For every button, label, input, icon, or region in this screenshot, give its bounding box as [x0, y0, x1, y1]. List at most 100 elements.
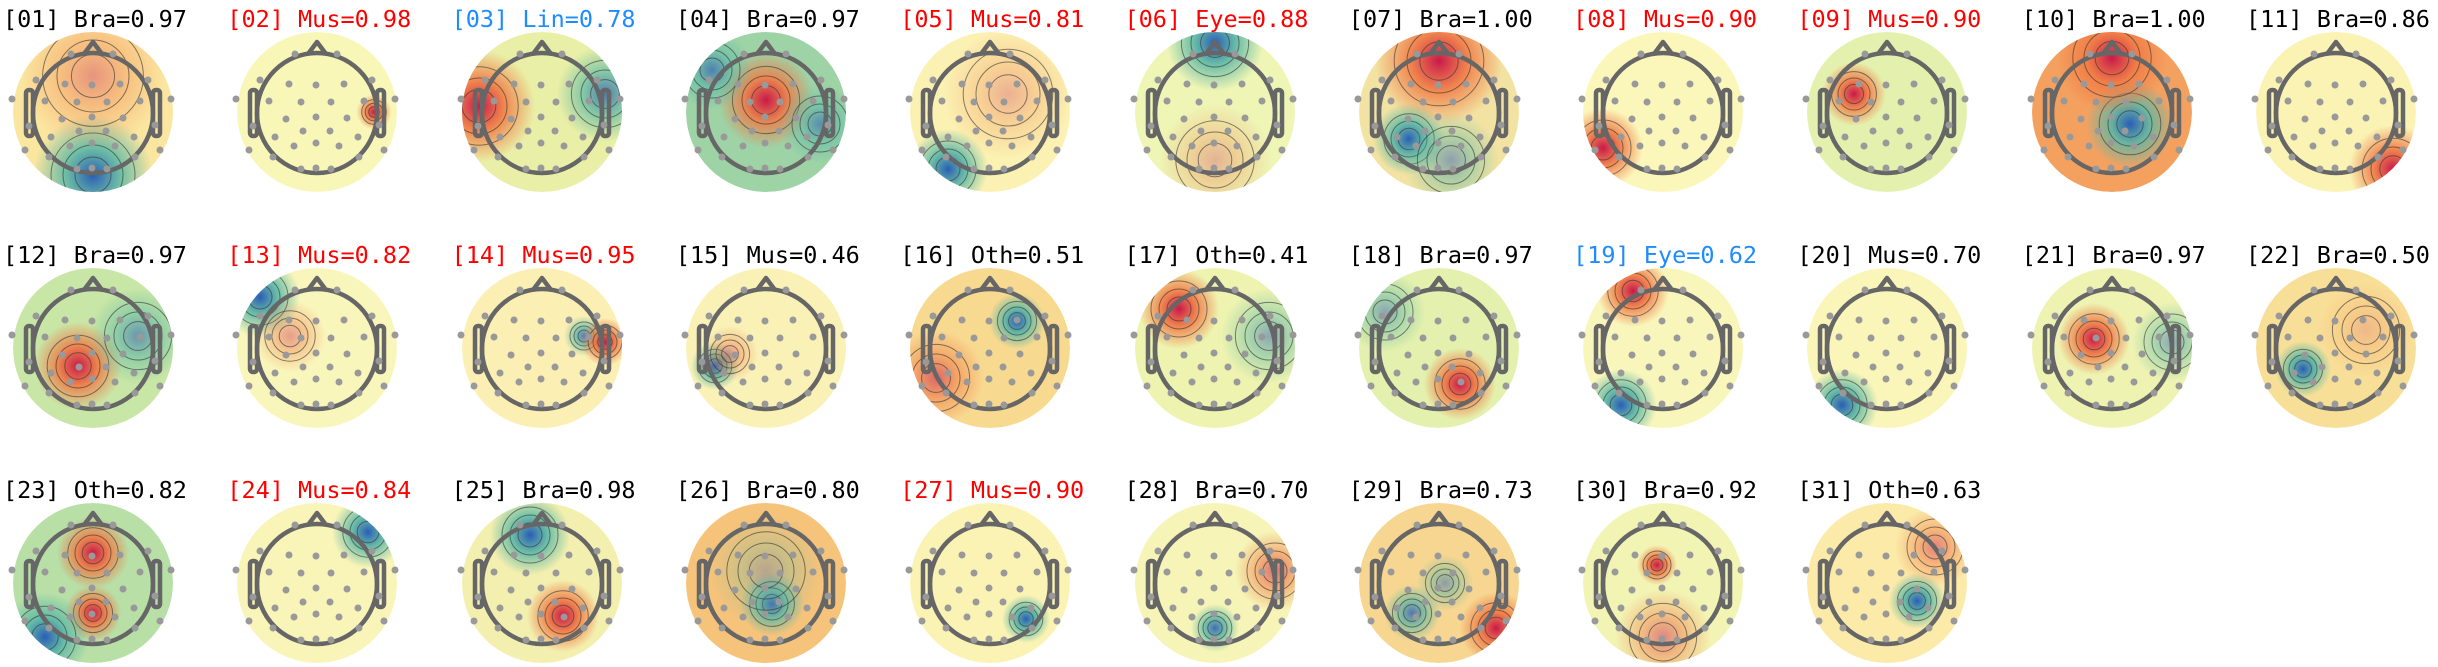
electrode-dot — [1434, 375, 1442, 382]
electrode-dot — [1938, 76, 1946, 84]
electrode-dot — [524, 363, 532, 370]
electrode-dot — [391, 566, 399, 574]
electrode-dot — [922, 358, 930, 365]
contour-line — [42, 32, 144, 127]
electrode-dot — [985, 400, 993, 407]
electrode-dot — [1404, 351, 1412, 358]
electrode-dot — [299, 127, 307, 135]
electrode-dot — [1448, 363, 1456, 370]
electrode-dot — [1371, 122, 1379, 130]
contour-line — [1646, 554, 1668, 576]
electrode-dot — [343, 114, 351, 122]
electrode-dot — [41, 97, 49, 105]
contour-line — [74, 156, 112, 192]
electrode-dot — [1617, 604, 1625, 612]
electrode-dot — [1169, 604, 1176, 612]
electrode-dot — [2331, 139, 2339, 147]
electrode-dot — [1289, 566, 1296, 574]
electrode-dot — [1961, 566, 1969, 574]
electrode-dot — [1013, 80, 1021, 88]
electrode-dot — [1197, 127, 1204, 135]
electrode-dot — [929, 547, 937, 555]
electrode-dot — [312, 139, 320, 147]
electrode-dot — [2107, 317, 2115, 324]
electrode-dot — [1855, 80, 1863, 88]
electrode-dot — [1167, 153, 1174, 161]
electrode-dot — [1477, 389, 1485, 396]
electrode-dot — [1882, 164, 1890, 172]
electrode-dot — [1815, 382, 1823, 389]
head-outline — [920, 275, 1060, 411]
electrode-dot — [1391, 389, 1399, 396]
electrode-dot — [803, 133, 811, 141]
electrode-dot — [972, 127, 980, 135]
electrode-dot — [2130, 142, 2138, 150]
electrode-dot — [151, 592, 159, 600]
electrode-dot — [2107, 349, 2115, 356]
electrode-dot — [2085, 378, 2093, 385]
electrode-dot — [1006, 521, 1014, 529]
electrode-dot — [58, 351, 66, 358]
electrode-dot — [130, 369, 138, 376]
electrode-dot — [2352, 50, 2360, 58]
electrode-dot — [1027, 369, 1035, 376]
electrode-dot — [964, 286, 972, 293]
electrode-dot — [2284, 333, 2292, 340]
electrode-dot — [119, 350, 127, 357]
electrode-dot — [265, 333, 273, 340]
electrode-dot — [560, 142, 568, 150]
topomap-14 — [457, 267, 624, 428]
electrode-dot — [109, 286, 117, 293]
electrode-dot — [1628, 586, 1636, 594]
electrode-dot — [1615, 389, 1623, 396]
electrode-dot — [2077, 115, 2085, 123]
electrode-dot — [1938, 312, 1946, 319]
electrode-dot — [136, 568, 144, 576]
electrode-dot — [1197, 363, 1204, 370]
electrode-dot — [2410, 331, 2418, 338]
electrode-dot — [1502, 382, 1510, 389]
electrode-dot — [32, 547, 40, 555]
electrode-dot — [2094, 363, 2102, 370]
contour-line — [2294, 359, 2312, 378]
component-panel-31: [31] Oth=0.63 — [1797, 476, 1997, 667]
electrode-dot — [1130, 95, 1137, 103]
electrode-dot — [1721, 121, 1729, 129]
electrode-dot — [694, 146, 702, 154]
electrode-dot — [1419, 334, 1427, 341]
electrode-dot — [297, 569, 305, 577]
electrode-dot — [560, 378, 568, 385]
electrode-dot — [391, 331, 399, 338]
electrode-dot — [340, 551, 348, 559]
electrode-dot — [955, 586, 963, 594]
electrode-dot — [2331, 349, 2339, 356]
electrode-dot — [585, 568, 593, 576]
electrode-dot — [537, 400, 545, 407]
electrode-dot — [1578, 566, 1586, 574]
electrode-dot — [1143, 617, 1150, 625]
topomap-31 — [1802, 503, 1969, 663]
component-panel-11: [11] Bra=0.86 — [2246, 5, 2438, 220]
electrode-dot — [1421, 363, 1429, 370]
electrode-dot — [355, 624, 363, 632]
electrode-dot — [1130, 566, 1137, 574]
component-label: [11] Bra=0.86 — [2246, 5, 2430, 33]
contour-line — [720, 344, 739, 363]
electrode-dot — [2362, 114, 2370, 122]
contour-line — [74, 534, 112, 572]
electrode-dot — [1419, 98, 1427, 106]
electrode-dot — [792, 585, 800, 593]
electrode-dot — [1258, 568, 1265, 576]
electrode-dot — [944, 604, 952, 612]
contour-line — [1435, 145, 1466, 175]
electrode-dot — [1448, 598, 1456, 606]
electrode-dot — [2316, 401, 2324, 408]
electrode-dot — [1637, 286, 1645, 293]
electrode-dot — [1008, 142, 1016, 150]
electrode-dot — [333, 286, 341, 293]
electrode-dot — [312, 584, 320, 592]
electrode-dot — [494, 624, 502, 632]
electrode-dot — [761, 635, 769, 643]
head-outline — [1593, 39, 1733, 176]
electrode-dot — [1183, 551, 1190, 559]
